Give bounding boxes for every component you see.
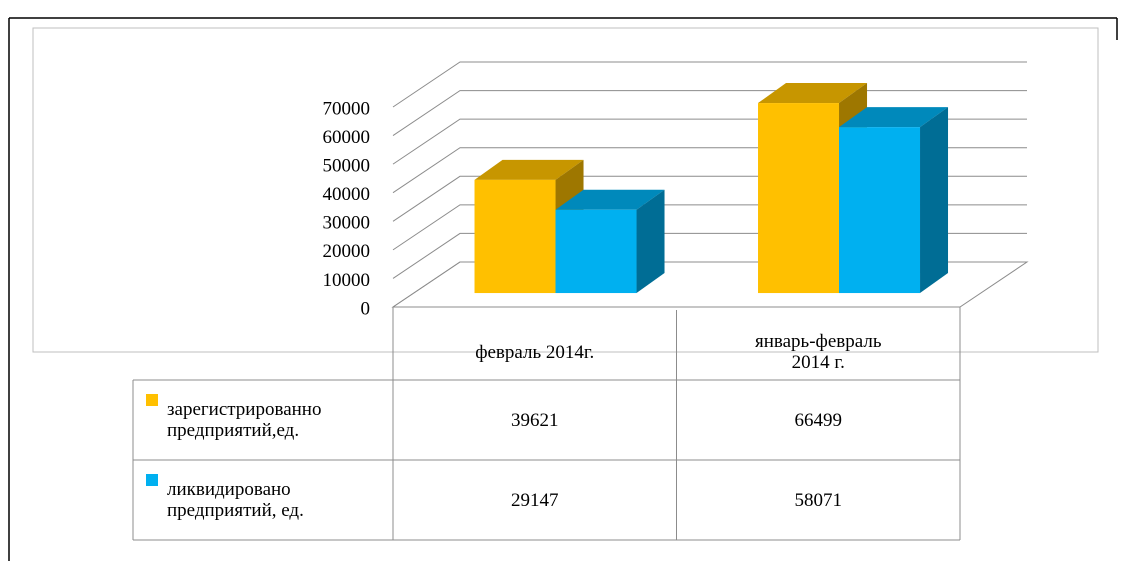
y-tick-label: 20000 [323, 241, 371, 262]
bar [474, 179, 556, 294]
y-tick-label: 0 [361, 298, 371, 319]
table-value: 58071 [794, 489, 843, 511]
legend-swatch [146, 474, 158, 486]
bar-top [839, 107, 949, 128]
y-tick-label: 70000 [323, 98, 371, 119]
bar-top [555, 189, 665, 210]
y-tick-label: 40000 [323, 184, 371, 205]
y-tick-label: 50000 [323, 156, 371, 177]
bar-side [920, 107, 949, 294]
bar-side [636, 189, 665, 294]
table-value: 39621 [511, 409, 559, 431]
y-tick-label: 30000 [323, 213, 371, 234]
table-value: 66499 [794, 409, 843, 431]
bar-top [758, 83, 868, 104]
table-value: 29147 [511, 489, 559, 511]
chart-frame [32, 27, 1099, 353]
category-label: январь-февраль 2014 г. [754, 331, 882, 373]
bar-top [474, 159, 584, 180]
legend-label: ликвидировано предприятий, ед. [133, 460, 393, 540]
bar [839, 127, 921, 294]
category-label: февраль 2014г. [475, 341, 595, 363]
legend-swatch [146, 394, 158, 406]
grid-line [392, 61, 1027, 108]
y-tick-label: 60000 [323, 127, 371, 148]
y-tick-label: 10000 [323, 270, 371, 291]
bar [555, 209, 637, 294]
bar [758, 103, 840, 294]
legend-label: зарегистрированно предприятий,ед. [133, 380, 393, 460]
